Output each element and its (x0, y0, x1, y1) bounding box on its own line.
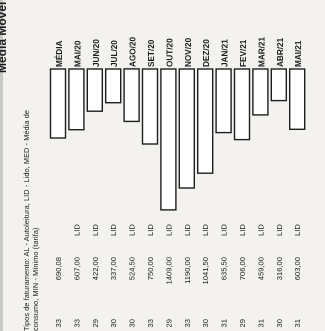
type-label: LID (275, 224, 284, 236)
chart-title: Média Móvel (0, 2, 9, 73)
category-label: DEZ/20 (202, 39, 211, 67)
type-label: LID (220, 224, 229, 236)
days-count: 29 (91, 319, 100, 327)
bar (270, 68, 287, 102)
days-count: 33 (54, 319, 63, 327)
value-label: 635,50 (220, 257, 229, 280)
type-label: LID (164, 224, 173, 236)
bar (123, 68, 140, 123)
bar (68, 68, 85, 131)
value-label: 316,00 (275, 257, 284, 280)
type-label: LID (183, 224, 192, 236)
category-label: NOV/20 (184, 37, 193, 67)
days-count: 30 (109, 319, 118, 327)
bar (104, 68, 122, 104)
days-count: 33 (146, 319, 155, 327)
bar (49, 68, 67, 139)
category-label: JAN/21 (221, 39, 230, 67)
value-label: 1190,00 (183, 257, 192, 284)
category-labels: MÉDIA MAI/20 JUN/20 JUL/20 AGO/20 SET/20 OUT/2… (54, 37, 303, 67)
type-label: LID (91, 224, 100, 236)
days-count: 33 (183, 319, 192, 327)
value-label: 459,00 (256, 257, 265, 280)
category-label: MÉDIA (54, 41, 64, 67)
bar (86, 68, 104, 112)
bar (178, 68, 196, 189)
category-label: AGO/20 (129, 37, 138, 67)
value-label: 690,08 (54, 257, 63, 280)
value-label: 1041,50 (201, 257, 210, 284)
days-count: 31 (256, 319, 265, 327)
bar (289, 68, 306, 131)
bar (196, 68, 214, 174)
days-count: 29 (238, 319, 247, 327)
days-count: 30 (201, 319, 210, 327)
bar (215, 68, 232, 134)
value-label: 706,00 (238, 257, 247, 280)
value-label: 422,00 (91, 257, 100, 280)
days-count: 31 (293, 319, 302, 327)
value-label: 337,00 (109, 257, 118, 280)
value-label: 603,00 (293, 257, 302, 280)
days-count: 33 (72, 319, 81, 327)
category-label: OUT/20 (165, 38, 174, 67)
type-label: LID (72, 224, 81, 236)
bars (49, 68, 306, 211)
category-label: JUL/20 (110, 40, 119, 67)
category-label: ABR/21 (276, 37, 285, 67)
value-table: 690,08 33 LID 607,00 33 LID 422,00 29 LID 337,00 3… (54, 224, 302, 328)
value-label: 524,50 (128, 257, 137, 280)
category-label: FEV/21 (239, 39, 248, 67)
category-label: SET/20 (147, 39, 156, 67)
category-label: MAI/21 (294, 40, 303, 67)
bar (252, 68, 269, 116)
days-count: 31 (220, 319, 229, 327)
bar (160, 68, 177, 211)
days-count: 30 (275, 319, 284, 327)
days-count: 29 (164, 319, 173, 327)
value-label: 607,00 (72, 257, 81, 280)
type-label: LID (128, 224, 137, 236)
type-label: LID (293, 224, 302, 236)
bar (141, 68, 159, 145)
type-label: LID (238, 224, 247, 236)
bar (233, 68, 251, 141)
category-label: JUN/20 (92, 39, 101, 67)
category-label: MAR/21 (257, 37, 266, 67)
type-label: LID (256, 224, 265, 236)
type-label: LID (146, 224, 155, 236)
scan-edge (0, 0, 3, 331)
value-label: 1409,00 (164, 257, 173, 284)
type-label: LID (109, 224, 118, 236)
value-label: 750,00 (146, 257, 155, 280)
footnote-line-1: Tipos de faturamento: AL - Autoleitura, … (22, 109, 31, 331)
category-label: MAI/20 (73, 40, 82, 67)
footnote-line-2: consumo, MIN - Mínimo (tarifa) (31, 227, 40, 331)
days-count: 30 (128, 319, 137, 327)
type-label: LID (201, 224, 210, 236)
